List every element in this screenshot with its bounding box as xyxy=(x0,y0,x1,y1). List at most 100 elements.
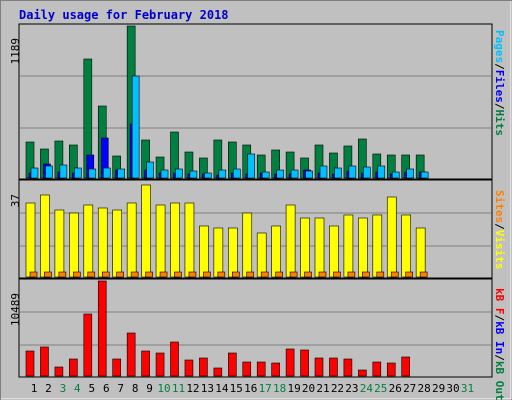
visits-bar xyxy=(242,212,253,278)
kb-bar xyxy=(199,357,208,377)
legend-sep: / xyxy=(493,63,506,70)
visits-bar xyxy=(343,214,354,278)
pages-bar xyxy=(305,170,313,179)
visits-bar xyxy=(199,225,209,278)
day-label: 26 xyxy=(389,382,402,395)
sites-bar xyxy=(260,271,269,278)
day-label: 8 xyxy=(132,382,139,395)
day-label: 1 xyxy=(31,382,38,395)
day-label: 22 xyxy=(331,382,344,395)
chart-title: Daily usage for February 2018 xyxy=(19,8,229,22)
pages-bar xyxy=(30,167,39,179)
pages-bar xyxy=(88,168,97,179)
kb-bar xyxy=(83,313,93,377)
sites-bar xyxy=(101,271,110,278)
day-label: 23 xyxy=(345,382,358,395)
visits-bar xyxy=(401,214,412,278)
day-label: 10 xyxy=(157,382,170,395)
panel-middle: 37 xyxy=(9,179,493,279)
visits-bar xyxy=(300,217,310,278)
pages-bar xyxy=(160,169,169,179)
sites-bar xyxy=(289,271,298,278)
panel-top: 1189 xyxy=(9,23,493,180)
sites-bar xyxy=(405,271,414,278)
panel-bottom: 10489 xyxy=(9,278,493,378)
day-label: 7 xyxy=(117,382,124,395)
pages-bar xyxy=(175,168,183,179)
day-label: 28 xyxy=(418,382,431,395)
sites-bar xyxy=(58,271,67,278)
day-label: 30 xyxy=(446,382,459,395)
day-label: 17 xyxy=(259,382,272,395)
sites-bar xyxy=(390,271,399,278)
sites-bar xyxy=(130,271,139,278)
pages-bar xyxy=(290,169,299,179)
visits-bar xyxy=(54,209,65,278)
visits-bar xyxy=(155,204,166,278)
day-label: 29 xyxy=(432,382,445,395)
day-label: 13 xyxy=(201,382,214,395)
legend-sites: Sites xyxy=(493,190,506,223)
kb-bar xyxy=(386,362,396,377)
visits-bar xyxy=(69,212,79,278)
sites-bar xyxy=(116,271,124,278)
day-label: 11 xyxy=(172,382,185,395)
day-label: 15 xyxy=(230,382,243,395)
legend-kbin: kB In xyxy=(493,321,506,354)
visits-bar xyxy=(329,225,339,278)
kb-bar xyxy=(69,358,78,377)
day-label: 25 xyxy=(374,382,387,395)
sites-bar xyxy=(376,271,385,278)
sites-bar xyxy=(246,271,255,278)
sites-bar xyxy=(333,271,341,278)
kb-bar xyxy=(40,346,49,377)
legend-kbf: kB F xyxy=(493,288,506,315)
legend-pages: Pages xyxy=(493,30,506,63)
visits-bar xyxy=(213,227,224,278)
legend-sep: / xyxy=(493,354,506,361)
pages-bar xyxy=(406,168,415,179)
kb-bar xyxy=(242,361,252,377)
kb-bar xyxy=(285,348,295,377)
bottom-ymax-label: 10489 xyxy=(9,293,22,326)
sites-bar xyxy=(318,271,327,278)
kb-bar xyxy=(213,367,223,377)
visits-bar xyxy=(271,225,281,278)
kb-bar xyxy=(228,352,237,377)
visits-bar xyxy=(285,204,296,278)
visits-bar xyxy=(256,232,267,278)
pages-bar xyxy=(319,165,328,179)
middle-ymax-label: 37 xyxy=(9,194,22,207)
visits-bar xyxy=(141,184,151,278)
legend-bottom: kB F/kB In/kB Out xyxy=(493,288,506,400)
sites-bar xyxy=(87,271,96,278)
kb-bar xyxy=(314,357,324,377)
visits-bar xyxy=(170,202,180,278)
kb-bar xyxy=(97,280,107,377)
day-label: 20 xyxy=(302,382,315,395)
visits-bar xyxy=(112,209,122,278)
visits-bar xyxy=(386,196,397,278)
day-label: 5 xyxy=(88,382,95,395)
day-label: 21 xyxy=(316,382,329,395)
pages-bar xyxy=(334,167,342,179)
pages-bar xyxy=(204,172,212,179)
visits-bar xyxy=(83,204,94,278)
kb-bar xyxy=(372,361,382,377)
day-label: 27 xyxy=(403,382,416,395)
kb-bar xyxy=(155,352,165,377)
sites-bar xyxy=(159,271,168,278)
pages-bar xyxy=(102,167,111,179)
legend-sep: / xyxy=(493,103,506,110)
sites-bar xyxy=(203,271,211,278)
kb-bar xyxy=(112,358,121,377)
sites-bar xyxy=(347,271,356,278)
sites-bar xyxy=(275,271,283,278)
sites-bar xyxy=(174,271,182,278)
pages-bar xyxy=(59,164,68,179)
x-axis-day-labels: 1 2 3 4 5 6 7 8 9 10 11 12 13 14 15 16 17 18 19 20 21 22 23 24 2… xyxy=(31,382,474,395)
pages-bar xyxy=(247,153,256,179)
sites-bar xyxy=(145,271,153,278)
day-label: 12 xyxy=(186,382,199,395)
